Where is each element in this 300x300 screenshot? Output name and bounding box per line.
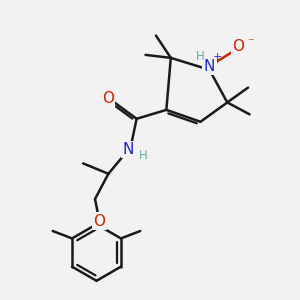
- Text: N: N: [123, 142, 134, 157]
- Text: O: O: [94, 214, 106, 229]
- Text: O: O: [232, 39, 244, 54]
- Text: N: N: [204, 59, 215, 74]
- Text: +: +: [213, 52, 223, 62]
- Text: H: H: [139, 149, 148, 162]
- Text: ⁻: ⁻: [247, 37, 253, 50]
- Text: H: H: [196, 50, 204, 63]
- Text: O: O: [102, 92, 114, 106]
